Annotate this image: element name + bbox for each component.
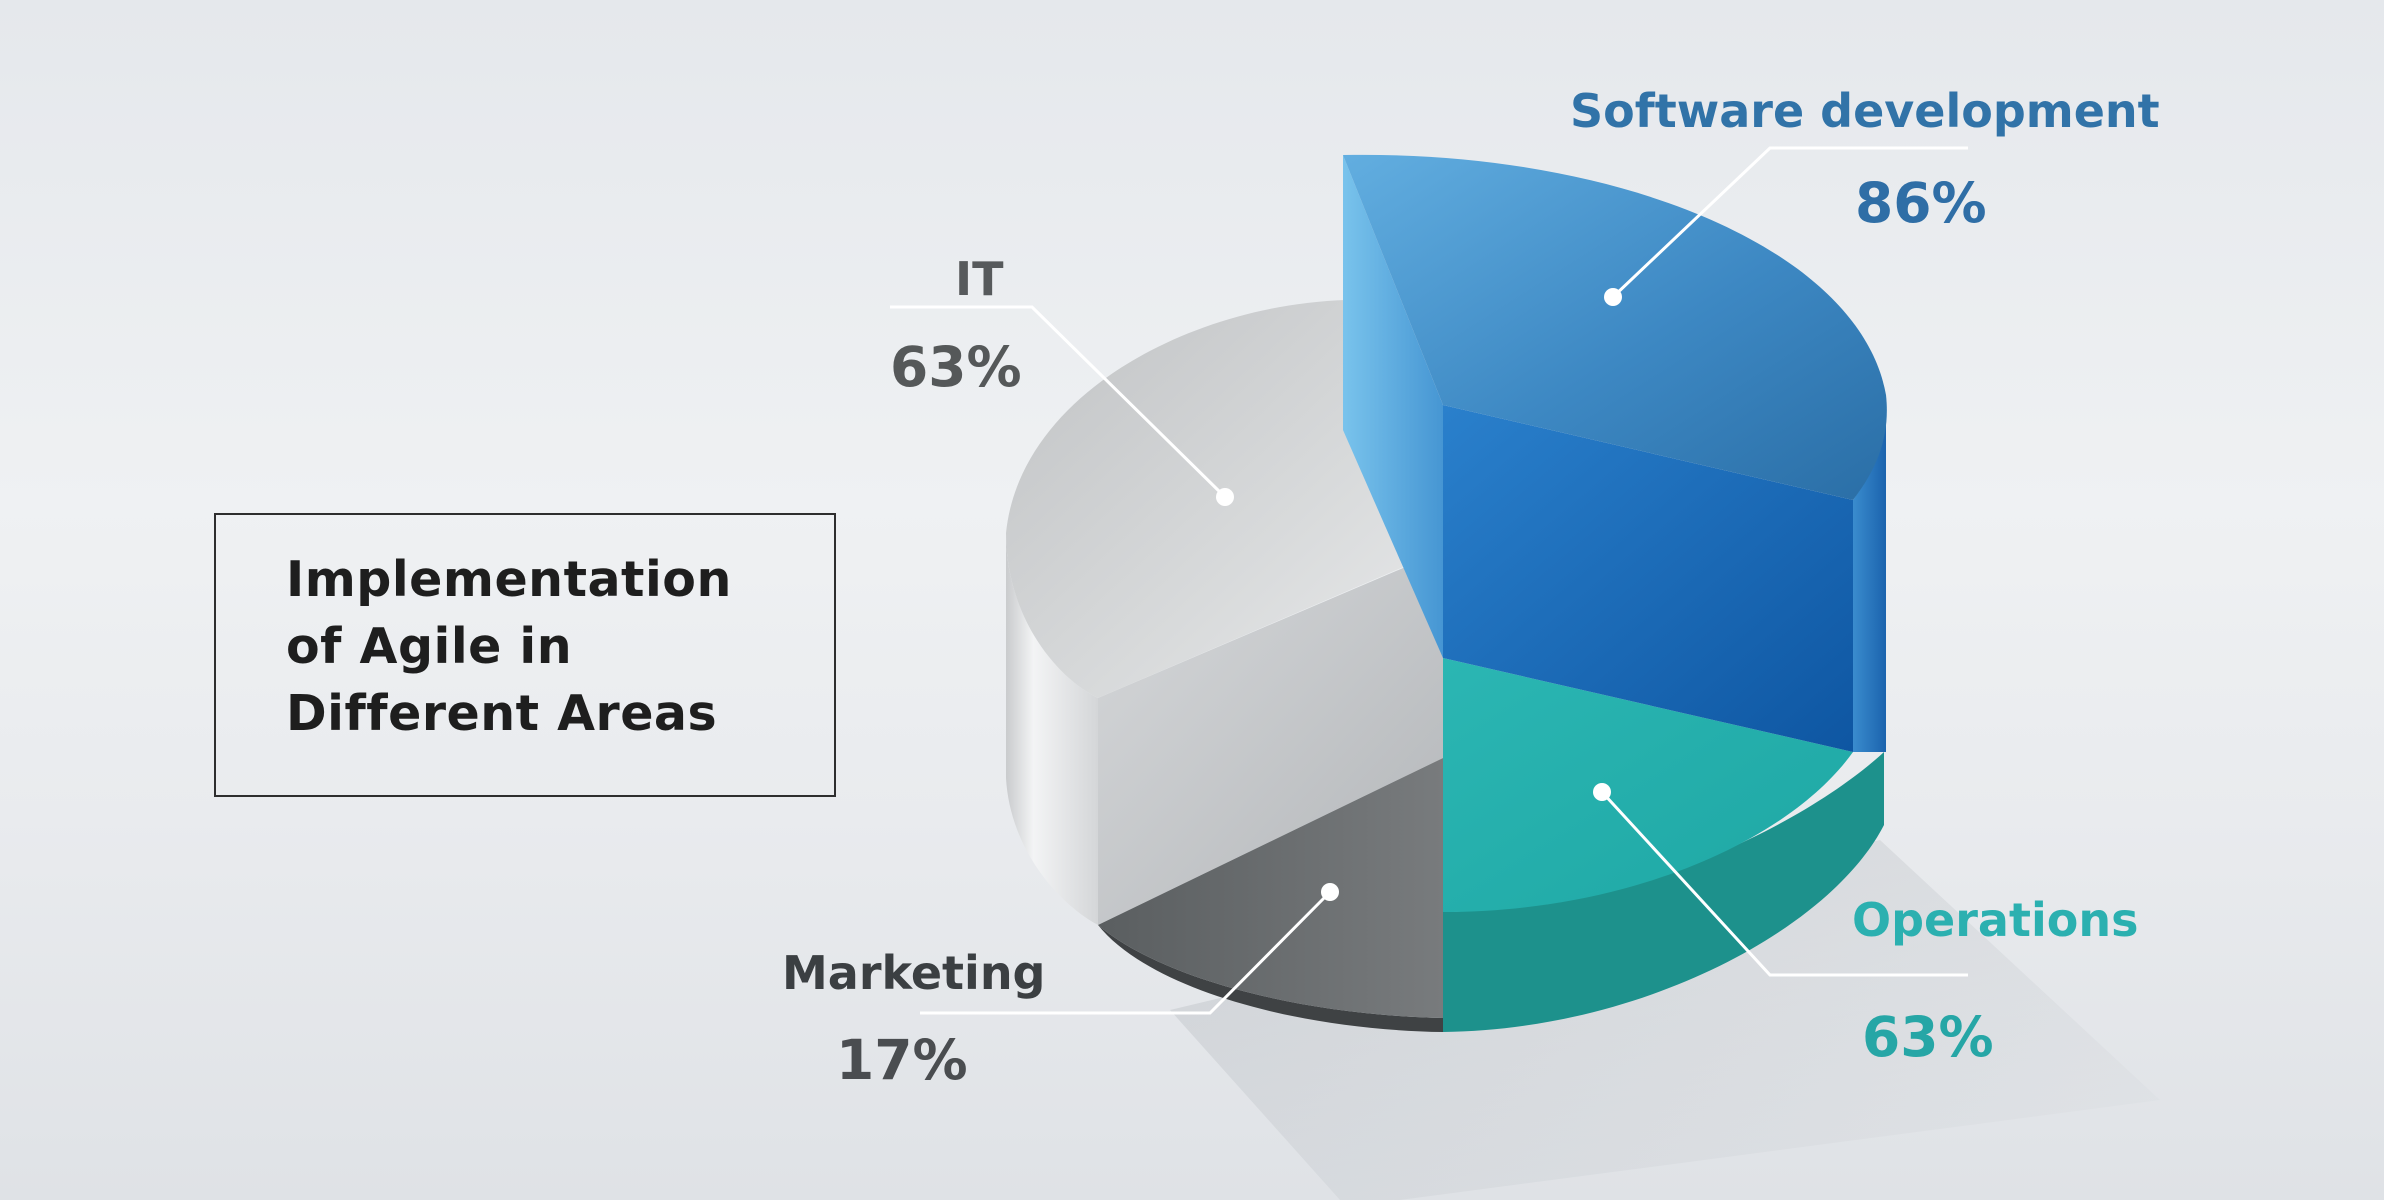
chart-title-line-1: Implementation bbox=[286, 551, 732, 608]
software-development-label: Software development bbox=[1570, 84, 2160, 138]
it-label: IT bbox=[955, 252, 1004, 306]
operations-slice-side bbox=[1443, 752, 1884, 1032]
marketing-slice-top bbox=[1098, 758, 1443, 1018]
pie-shadow bbox=[1170, 840, 2160, 1200]
marketing-slice-side bbox=[1098, 925, 1443, 1032]
it-leader-line bbox=[890, 305, 1227, 499]
operations-percent: 63% bbox=[1862, 1005, 1994, 1069]
chart-title-line-2: of Agile in bbox=[286, 618, 573, 675]
software-slice-top bbox=[1343, 154, 1887, 500]
it-slice-side bbox=[1006, 533, 1098, 925]
software-development-percent: 86% bbox=[1855, 171, 1987, 235]
operations-leader-line bbox=[1600, 790, 1968, 977]
marketing-percent: 17% bbox=[836, 1028, 968, 1092]
chart-title-box: Implementation of Agile in Different Are… bbox=[214, 513, 836, 797]
marketing-leader-line bbox=[920, 890, 1332, 1015]
software-leader-dot bbox=[1604, 288, 1622, 306]
it-percent: 63% bbox=[890, 335, 1022, 399]
software-slice-right-side bbox=[1853, 405, 1887, 752]
software-leader-line bbox=[1611, 146, 1968, 299]
operations-slice-top bbox=[1443, 658, 1853, 912]
it-leader-dot bbox=[1216, 488, 1234, 506]
chart-title-line-3: Different Areas bbox=[286, 685, 718, 742]
marketing-label: Marketing bbox=[782, 946, 1046, 1000]
marketing-leader-dot bbox=[1321, 883, 1339, 901]
operations-leader-dot bbox=[1593, 783, 1611, 801]
it-slice-front-face bbox=[1098, 551, 1443, 925]
operations-label: Operations bbox=[1852, 893, 2139, 947]
software-slice-left-face bbox=[1343, 155, 1443, 658]
software-slice-front-face bbox=[1443, 405, 1853, 752]
